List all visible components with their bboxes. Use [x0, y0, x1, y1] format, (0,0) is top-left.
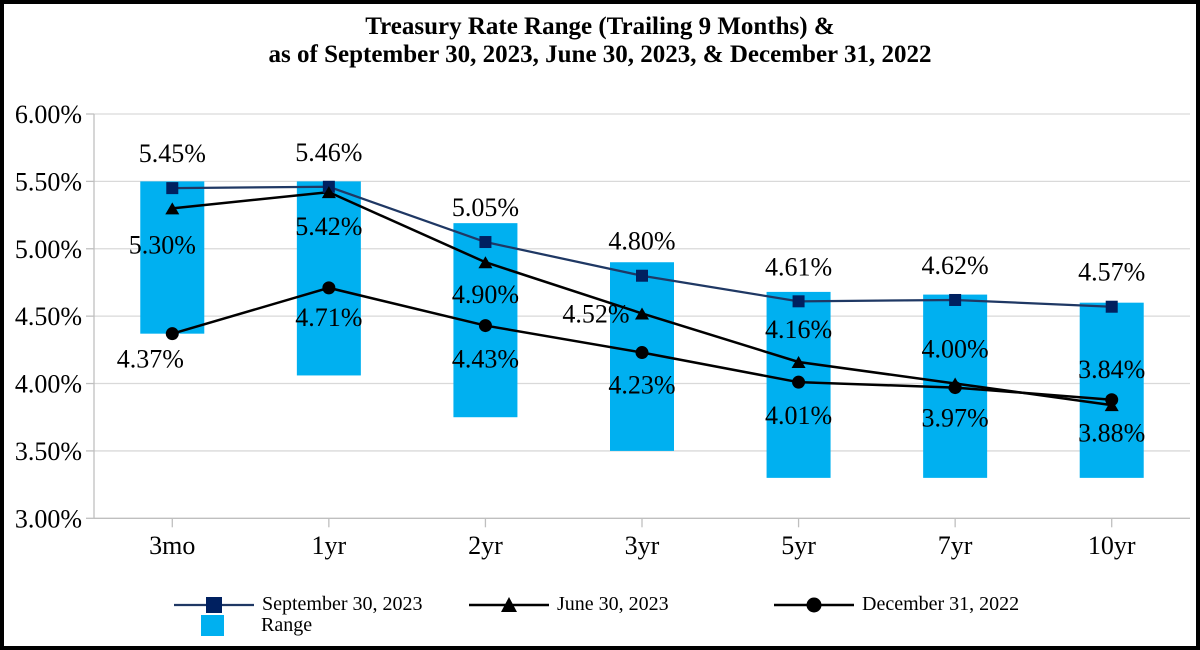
marker-jun-30-2023-1yr: [321, 186, 336, 199]
data-label-dec-31-2022-3yr: 4.23%: [608, 371, 675, 400]
x-axis-label-1yr: 1yr: [312, 531, 347, 560]
data-label-jun-30-2023-5yr: 4.16%: [765, 315, 832, 344]
chart-title-block: Treasury Rate Range (Trailing 9 Months) …: [4, 13, 1196, 69]
data-label-jun-30-2023-10yr: 3.84%: [1078, 355, 1145, 384]
marker-dec-31-2022-3yr: [635, 346, 649, 360]
marker-jun-30-2023-3mo: [165, 202, 180, 215]
y-axis-label-5.50%: 5.50%: [15, 167, 82, 196]
data-label-dec-31-2022-10yr: 3.88%: [1078, 419, 1145, 448]
data-label-dec-31-2022-2yr: 4.43%: [452, 345, 519, 374]
chart-title-line1: Treasury Rate Range (Trailing 9 Months) …: [365, 13, 835, 40]
data-label-sep-30-2023-1yr: 5.46%: [295, 138, 362, 167]
data-label-sep-30-2023-7yr: 4.62%: [922, 251, 989, 280]
legend-swatch-circle-line-icon: [774, 597, 854, 612]
data-label-sep-30-2023-3mo: 5.45%: [139, 139, 206, 168]
range-bar-1yr: [296, 181, 361, 376]
legend-label-range: Range: [261, 614, 313, 636]
marker-dec-31-2022-3mo: [165, 327, 179, 341]
legend-swatch-range-icon: [201, 615, 224, 636]
treasury-rate-chart: 6.00% 5.50% 5.00% 4.50% 4.00% 3.50% 3.00% 3mo 1y…: [15, 100, 1190, 560]
data-label-dec-31-2022-5yr: 4.01%: [765, 401, 832, 430]
marker-dec-31-2022-10yr: [1105, 393, 1119, 407]
marker-jun-30-2023-5yr: [791, 355, 806, 368]
legend-item-june-30-2023: June 30, 2023: [469, 593, 669, 616]
legend-swatch-triangle-line-icon: [469, 596, 549, 612]
range-bar-10yr: [1079, 302, 1144, 478]
marker-dec-31-2022-1yr: [322, 281, 336, 295]
data-label-dec-31-2022-7yr: 3.97%: [922, 404, 989, 433]
y-axis-label-6.00%: 6.00%: [15, 100, 82, 129]
marker-sep-30-2023-3yr: [636, 269, 648, 282]
marker-sep-30-2023-3mo: [166, 182, 179, 195]
marker-sep-30-2023-5yr: [792, 295, 805, 308]
marker-sep-30-2023-10yr: [1105, 300, 1118, 313]
data-label-sep-30-2023-10yr: 4.57%: [1078, 258, 1145, 287]
legend-item-range: Range: [201, 614, 312, 637]
data-label-sep-30-2023-3yr: 4.80%: [608, 227, 675, 256]
x-axis-label-2yr: 2yr: [468, 531, 503, 560]
marker-sep-30-2023-2yr: [479, 236, 492, 249]
data-label-dec-31-2022-3mo: 4.37%: [117, 345, 184, 374]
legend-label-june-30-2023: June 30, 2023: [557, 593, 669, 615]
x-axis-label-10yr: 10yr: [1088, 531, 1136, 560]
legend-swatch-square-line-icon: [174, 596, 254, 613]
x-axis-label-5yr: 5yr: [781, 531, 816, 560]
marker-dec-31-2022-7yr: [948, 381, 962, 395]
marker-jun-30-2023-3yr: [635, 307, 649, 320]
legend-item-september-30-2023: September 30, 2023: [174, 593, 423, 616]
x-axis-label-3yr: 3yr: [625, 531, 660, 560]
data-label-jun-30-2023-3mo: 5.30%: [129, 230, 196, 259]
data-label-jun-30-2023-7yr: 4.00%: [922, 335, 989, 364]
data-label-jun-30-2023-1yr: 5.42%: [295, 212, 362, 241]
y-axis-label-5.00%: 5.00%: [15, 235, 82, 264]
y-axis-label-4.50%: 4.50%: [15, 302, 82, 331]
x-axis-label-7yr: 7yr: [938, 531, 973, 560]
y-axis-label-3.50%: 3.50%: [15, 437, 82, 466]
data-label-jun-30-2023-3yr: 4.52%: [562, 299, 629, 328]
data-label-sep-30-2023-5yr: 4.61%: [765, 252, 832, 281]
marker-dec-31-2022-2yr: [478, 319, 492, 333]
marker-sep-30-2023-7yr: [949, 293, 962, 306]
marker-dec-31-2022-5yr: [792, 375, 806, 389]
x-axis-label-3mo: 3mo: [149, 531, 195, 560]
marker-jun-30-2023-2yr: [478, 256, 493, 269]
data-label-jun-30-2023-2yr: 4.90%: [452, 280, 519, 309]
y-axis-label-3.00%: 3.00%: [15, 504, 82, 533]
legend-label-september-30-2023: September 30, 2023: [262, 593, 423, 615]
data-label-dec-31-2022-1yr: 4.71%: [295, 303, 362, 332]
y-axis-label-4.00%: 4.00%: [15, 370, 82, 399]
legend-label-december-31-2022: December 31, 2022: [862, 593, 1020, 615]
legend-item-december-31-2022: December 31, 2022: [774, 593, 1019, 616]
chart-title-line2: as of September 30, 2023, June 30, 2023,…: [268, 41, 932, 68]
data-label-sep-30-2023-2yr: 5.05%: [452, 193, 519, 222]
